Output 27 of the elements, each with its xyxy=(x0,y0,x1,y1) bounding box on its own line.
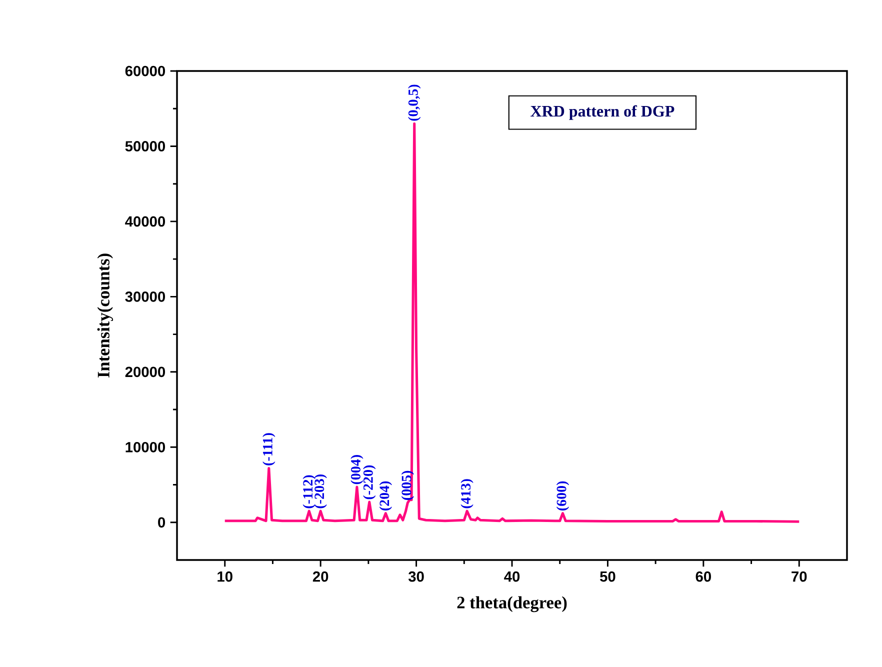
x-axis-title: 2 theta(degree) xyxy=(457,596,567,612)
x-tick-label: 10 xyxy=(218,571,232,582)
y-tick-label: 30000 xyxy=(125,291,166,302)
y-tick-label: 20000 xyxy=(125,366,166,378)
annotation: (413) xyxy=(460,479,474,508)
annotation: (005) xyxy=(401,470,414,500)
x-tick-label: 30 xyxy=(408,571,424,582)
annotation: (-220) xyxy=(363,465,376,500)
x-tick-label: 50 xyxy=(600,571,616,582)
text: XRD pattern of DGP xyxy=(530,105,674,120)
x-tick-label: 60 xyxy=(696,571,711,582)
annotation: (004) xyxy=(350,455,364,484)
annotation: (-112) xyxy=(302,475,316,508)
x-tick-label: 20 xyxy=(312,571,328,582)
y-tick-label: 60000 xyxy=(125,66,166,76)
x-tick-label: 70 xyxy=(792,571,807,582)
x-tick-label: 40 xyxy=(504,571,520,582)
y-tick-label: 0 xyxy=(158,517,166,528)
annotation: (204) xyxy=(379,481,392,510)
y-axis-title: Intensity(counts) xyxy=(97,254,114,378)
y-tick-label: 50000 xyxy=(125,141,166,152)
y-tick-label: 10000 xyxy=(126,442,166,452)
annotation: (0,0,5) xyxy=(408,84,421,121)
annotation: (600) xyxy=(556,481,570,510)
y-tick-label: 40000 xyxy=(125,216,166,227)
annotation: (-203) xyxy=(314,474,327,508)
annotation: (-111) xyxy=(262,433,276,466)
